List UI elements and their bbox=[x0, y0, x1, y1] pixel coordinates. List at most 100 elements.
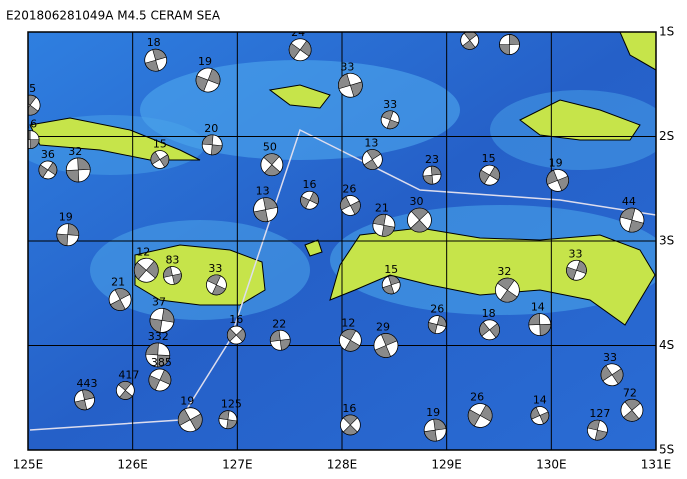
ball-quadrant bbox=[338, 73, 363, 98]
focal-mechanism bbox=[195, 67, 221, 93]
depth-label: 18 bbox=[147, 36, 161, 49]
focal-mechanism bbox=[586, 419, 608, 441]
depth-label: 14 bbox=[531, 301, 545, 314]
focal-mechanism bbox=[115, 381, 135, 400]
ball-quadrant bbox=[423, 418, 447, 442]
lon-tick-label: 128E bbox=[327, 458, 358, 472]
depth-label: 13 bbox=[256, 185, 270, 198]
ball-quadrant bbox=[148, 369, 172, 391]
focal-mechanism bbox=[338, 328, 362, 352]
focal-mechanism bbox=[619, 207, 645, 233]
ball-quadrant bbox=[56, 223, 80, 247]
ball-quadrant bbox=[206, 274, 226, 296]
depth-label: 17 bbox=[501, 22, 515, 35]
focal-mechanism bbox=[361, 149, 383, 170]
depth-label: 24 bbox=[291, 26, 305, 39]
depth-label: 16 bbox=[303, 178, 317, 191]
lat-tick-label: 3S bbox=[659, 234, 674, 248]
focal-mechanism bbox=[460, 32, 480, 50]
depth-label: 19 bbox=[198, 55, 212, 68]
plate-boundary bbox=[29, 128, 656, 431]
focal-mechanism bbox=[149, 308, 175, 333]
lat-tick-label: 5S bbox=[659, 443, 674, 457]
ball-quadrant bbox=[163, 266, 182, 285]
ball-quadrant bbox=[340, 329, 361, 352]
grid bbox=[28, 32, 656, 450]
depth-label: 22 bbox=[272, 317, 286, 330]
focal-mechanism bbox=[479, 164, 500, 186]
shelf bbox=[140, 60, 460, 160]
focal-mechanism bbox=[467, 403, 493, 428]
ball-quadrant bbox=[74, 389, 95, 411]
focal-mechanism bbox=[288, 38, 312, 62]
depth-label: 25 bbox=[22, 82, 36, 95]
focal-mechanism bbox=[56, 223, 80, 247]
focal-mechanism bbox=[28, 130, 40, 150]
depth-label: 33 bbox=[568, 247, 582, 260]
depth-label: 16 bbox=[229, 313, 243, 326]
ball-quadrant bbox=[479, 166, 500, 185]
ball-quadrant bbox=[374, 333, 398, 358]
ball-quadrant bbox=[587, 419, 608, 441]
focal-mechanism bbox=[163, 266, 182, 285]
ball-quadrant bbox=[422, 165, 442, 185]
focal-mechanism bbox=[150, 150, 170, 169]
ball-quadrant bbox=[381, 110, 399, 130]
ball-quadrant bbox=[300, 191, 319, 209]
depth-label: 12 bbox=[341, 316, 355, 329]
ball-quadrant bbox=[479, 321, 500, 339]
ball-quadrant bbox=[619, 207, 644, 233]
map-area: 16 25 18 19 15 20 50 13 16 26 21 30 23 15 19 44 13 17 24 33… bbox=[22, 22, 656, 450]
ball-quadrant bbox=[144, 48, 167, 72]
focal-mechanism bbox=[108, 288, 132, 311]
focal-mechanism bbox=[427, 315, 447, 335]
depth-label: 26 bbox=[430, 303, 444, 316]
focal-mechanism bbox=[339, 414, 361, 436]
focal-mechanism bbox=[260, 153, 284, 177]
ball-quadrant bbox=[462, 32, 478, 50]
lat-tick-label: 4S bbox=[659, 338, 674, 352]
depth-label: 20 bbox=[204, 122, 218, 135]
depth-label: 332 bbox=[148, 330, 169, 343]
focal-mechanism bbox=[620, 398, 644, 422]
focal-mechanism bbox=[600, 363, 624, 387]
focal-mechanism bbox=[372, 213, 396, 237]
ball-quadrant bbox=[149, 308, 175, 333]
depth-label: 15 bbox=[153, 137, 167, 150]
ball-quadrant bbox=[150, 151, 170, 168]
ball-quadrant bbox=[382, 275, 401, 295]
depth-label: 19 bbox=[426, 406, 440, 419]
focal-mechanism bbox=[253, 197, 278, 223]
ball-quadrant bbox=[253, 197, 278, 222]
ball-quadrant bbox=[270, 330, 291, 351]
focal-mechanism bbox=[380, 110, 400, 130]
ball-quadrant bbox=[65, 157, 91, 183]
focal-mechanism bbox=[38, 160, 58, 180]
depth-label: 16 bbox=[342, 402, 356, 415]
depth-label: 443 bbox=[77, 377, 98, 390]
ball-quadrant bbox=[372, 214, 396, 237]
depth-label: 33 bbox=[383, 98, 397, 111]
depth-label: 72 bbox=[623, 386, 637, 399]
depth-label: 33 bbox=[603, 351, 617, 364]
ball-quadrant bbox=[410, 207, 429, 233]
ball-quadrant bbox=[467, 404, 493, 427]
ball-quadrant bbox=[133, 260, 159, 280]
ball-quadrant bbox=[28, 130, 40, 149]
ball-quadrant bbox=[109, 288, 131, 311]
focal-mechanism bbox=[177, 407, 203, 433]
lon-tick-label: 125E bbox=[13, 458, 44, 472]
depth-label: 37 bbox=[152, 295, 166, 308]
ball-quadrant bbox=[38, 162, 58, 178]
depth-label: 21 bbox=[111, 276, 125, 289]
focal-mechanism bbox=[479, 319, 500, 341]
lat-tick-label: 2S bbox=[659, 129, 674, 143]
focal-mechanism bbox=[145, 342, 171, 368]
depth-label: 127 bbox=[589, 407, 610, 420]
focal-mechanism bbox=[546, 168, 570, 192]
ball-quadrant bbox=[499, 34, 520, 55]
focal-mechanism bbox=[133, 257, 159, 283]
focal-mechanism bbox=[65, 157, 91, 183]
ball-quadrant bbox=[600, 365, 624, 385]
